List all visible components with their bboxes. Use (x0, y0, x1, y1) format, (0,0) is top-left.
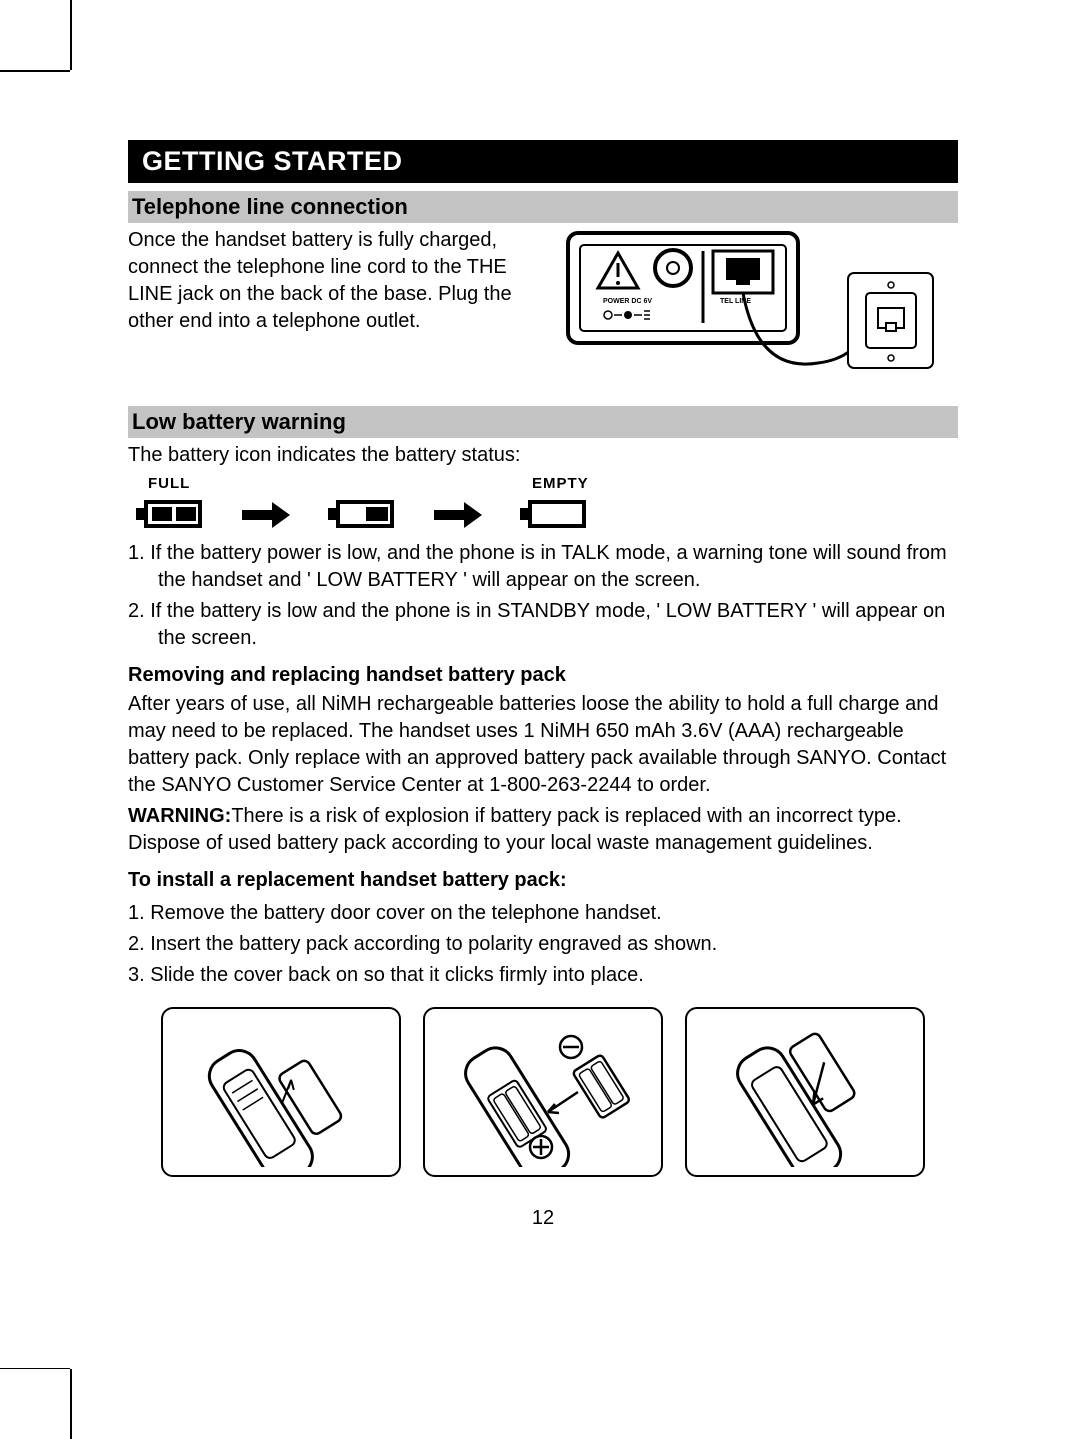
replace-heading: Removing and replacing handset battery p… (128, 664, 958, 687)
telephone-line-text: Once the handset battery is fully charge… (128, 227, 548, 335)
crop-mark (0, 1368, 70, 1370)
subheader-low-battery: Low battery warning (128, 406, 958, 438)
page-number: 12 (128, 1207, 958, 1230)
list-item: 1. Remove the battery door cover on the … (128, 900, 958, 927)
list-item: 3. Slide the cover back on so that it cl… (128, 962, 958, 989)
section-header: GETTING STARTED (128, 140, 958, 183)
battery-full-icon (134, 496, 206, 532)
handset-image-1 (161, 1007, 401, 1177)
warning-paragraph: WARNING:There is a risk of explosion if … (128, 803, 958, 857)
arrow-icon (236, 496, 296, 532)
low-battery-list: 1. If the battery power is low, and the … (128, 540, 958, 652)
battery-label-empty: EMPTY (532, 475, 589, 492)
battery-half-icon (326, 496, 398, 532)
battery-icons-row: FULL EMPTY (134, 475, 958, 532)
battery-label-full: FULL (148, 475, 190, 492)
list-item: 2. If the battery is low and the phone i… (128, 598, 958, 652)
install-steps-list: 1. Remove the battery door cover on the … (128, 900, 958, 989)
arrow-icon (428, 496, 488, 532)
power-label: POWER DC 6V (603, 298, 652, 305)
crop-mark (70, 1369, 72, 1439)
install-heading: To install a replacement handset battery… (128, 869, 958, 892)
telephone-line-row: Once the handset battery is fully charge… (128, 223, 958, 398)
subheader-telephone-line: Telephone line connection (128, 191, 958, 223)
battery-intro: The battery icon indicates the battery s… (128, 442, 958, 469)
warning-text: There is a risk of explosion if battery … (128, 805, 902, 854)
crop-mark (0, 70, 70, 72)
base-diagram: POWER DC 6V TEL LINE (558, 223, 948, 398)
page-content: GETTING STARTED Telephone line connectio… (128, 140, 958, 1230)
battery-empty-icon (518, 496, 590, 532)
crop-mark (70, 0, 72, 70)
replace-paragraph: After years of use, all NiMH rechargeabl… (128, 691, 958, 799)
warning-label: WARNING: (128, 805, 231, 827)
list-item: 1. If the battery power is low, and the … (128, 540, 958, 594)
handset-image-2 (423, 1007, 663, 1177)
handset-images-row (128, 1007, 958, 1177)
handset-image-3 (685, 1007, 925, 1177)
list-item: 2. Insert the battery pack according to … (128, 931, 958, 958)
